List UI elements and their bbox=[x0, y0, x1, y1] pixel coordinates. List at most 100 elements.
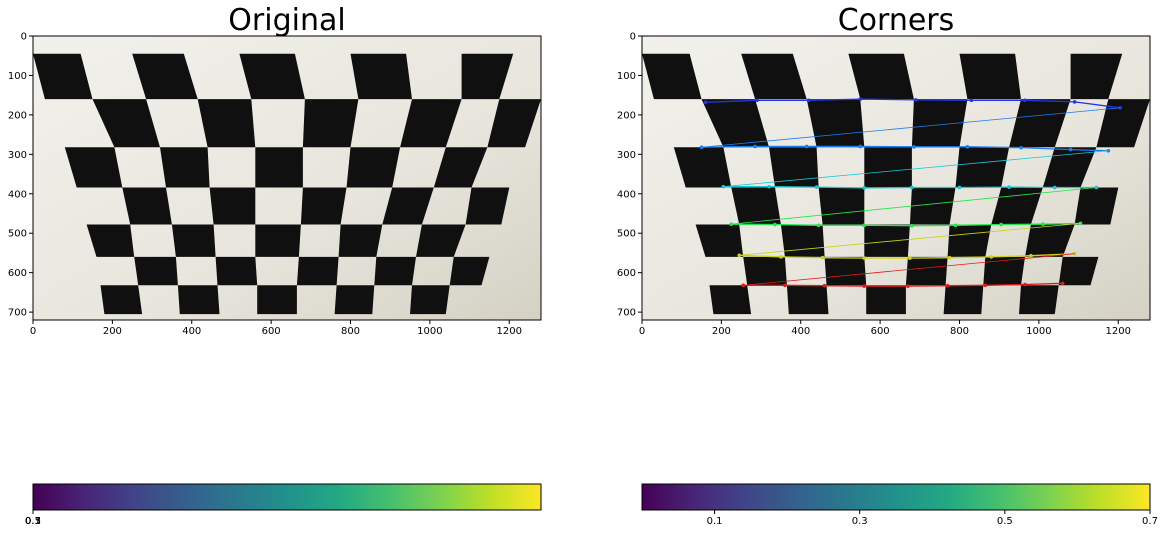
checker-square bbox=[864, 147, 912, 188]
checker-square bbox=[134, 256, 178, 286]
corner-point bbox=[914, 98, 918, 102]
y-tick-label: 200 bbox=[617, 110, 636, 121]
left-panel-title: Original bbox=[228, 3, 345, 38]
corner-point bbox=[912, 145, 916, 149]
right-y-axis: 0 100 200 300 400 500 600 700 bbox=[617, 32, 642, 319]
checker-square bbox=[257, 285, 297, 315]
corner-point bbox=[858, 97, 863, 101]
corner-point bbox=[908, 256, 912, 260]
y-tick-label: 400 bbox=[617, 189, 636, 200]
checker-square bbox=[769, 147, 819, 188]
left-colorbar-gradient bbox=[32, 483, 542, 511]
right-colorbar: 0.1 0.3 0.5 0.7 bbox=[641, 483, 1158, 527]
corner-point bbox=[1023, 282, 1027, 287]
y-tick-label: 600 bbox=[8, 268, 27, 279]
y-tick-label: 100 bbox=[617, 71, 636, 82]
left-y-axis: 0 100 200 300 400 500 600 700 bbox=[8, 32, 33, 319]
left-colorbar-ticks: 0.10.30.50.7 bbox=[25, 510, 41, 527]
corner-point bbox=[820, 255, 825, 260]
x-tick-label: 200 bbox=[712, 326, 731, 337]
corner-point bbox=[1068, 147, 1073, 152]
checker-square bbox=[911, 99, 968, 148]
checker-square bbox=[215, 256, 258, 286]
checker-square bbox=[374, 256, 416, 286]
corner-point bbox=[703, 100, 708, 105]
checker-square bbox=[905, 256, 948, 286]
checker-square bbox=[465, 187, 510, 225]
x-tick-label: 800 bbox=[341, 326, 360, 337]
corner-point bbox=[910, 185, 914, 190]
y-tick-label: 200 bbox=[8, 110, 27, 121]
corner-point bbox=[767, 184, 771, 189]
checker-square bbox=[709, 285, 752, 315]
checker-square bbox=[302, 99, 359, 148]
corner-row-connector bbox=[739, 222, 1081, 256]
right-checkerboard bbox=[642, 53, 1150, 315]
checker-square bbox=[33, 53, 93, 100]
corner-point bbox=[816, 223, 821, 228]
checker-square bbox=[786, 285, 829, 315]
corner-point bbox=[822, 283, 827, 288]
checker-square bbox=[642, 53, 702, 100]
corner-point bbox=[1060, 281, 1065, 286]
checker-square bbox=[346, 147, 401, 188]
checker-square bbox=[100, 285, 143, 315]
corner-point bbox=[947, 255, 952, 260]
colorbar-tick-label: 0.7 bbox=[1142, 516, 1158, 527]
checker-square bbox=[741, 53, 807, 100]
x-tick-label: 0 bbox=[30, 326, 36, 337]
colorbar-tick-label: 0.1 bbox=[707, 516, 723, 527]
colorbar-tick-label: 0.1 bbox=[25, 516, 41, 527]
x-tick-label: 1200 bbox=[1106, 326, 1131, 337]
corner-point bbox=[862, 186, 867, 190]
colorbar-tick-label: 0.3 bbox=[852, 516, 868, 527]
corner-point bbox=[804, 144, 809, 149]
corner-point bbox=[858, 144, 863, 149]
right-x-axis: 0 200 400 600 800 1000 1200 bbox=[639, 320, 1131, 337]
corner-point bbox=[983, 283, 988, 288]
checker-square bbox=[909, 187, 956, 225]
checker-square bbox=[416, 224, 466, 257]
y-tick-label: 700 bbox=[8, 308, 27, 319]
checker-square bbox=[132, 53, 198, 100]
corner-point bbox=[862, 223, 867, 228]
y-tick-label: 700 bbox=[617, 308, 636, 319]
checker-square bbox=[461, 53, 514, 100]
corner-row-connector bbox=[731, 187, 1097, 225]
right-axes-frame bbox=[641, 35, 1151, 321]
y-tick-label: 300 bbox=[617, 150, 636, 161]
checker-square bbox=[433, 147, 488, 188]
y-tick-label: 600 bbox=[617, 268, 636, 279]
checker-square bbox=[1058, 256, 1099, 286]
corner-point bbox=[737, 253, 742, 258]
checker-square bbox=[1074, 187, 1119, 225]
corner-point bbox=[1052, 185, 1057, 190]
checker-square bbox=[92, 99, 160, 148]
checker-square bbox=[731, 187, 781, 225]
y-tick-label: 300 bbox=[8, 150, 27, 161]
corner-point bbox=[1118, 105, 1123, 110]
y-tick-label: 100 bbox=[8, 71, 27, 82]
left-checkerboard bbox=[33, 53, 541, 315]
corner-point bbox=[1029, 253, 1033, 258]
corner-point bbox=[999, 222, 1003, 227]
corner-point bbox=[721, 184, 726, 189]
colorbar-tick-label: 0.5 bbox=[997, 516, 1013, 527]
checker-square bbox=[197, 99, 256, 148]
checker-square bbox=[818, 187, 865, 225]
corner-point bbox=[755, 98, 759, 103]
right-panel-title: Corners bbox=[838, 3, 955, 38]
checker-square bbox=[695, 224, 744, 257]
corner-point bbox=[862, 256, 867, 260]
checker-square bbox=[983, 256, 1025, 286]
x-tick-label: 200 bbox=[103, 326, 122, 337]
corner-point bbox=[957, 185, 962, 190]
checker-square bbox=[338, 224, 383, 257]
checker-square bbox=[806, 99, 865, 148]
left-axes-frame bbox=[32, 35, 542, 321]
checker-square bbox=[400, 99, 462, 148]
checker-square bbox=[410, 285, 450, 315]
checker-square bbox=[296, 256, 339, 286]
checker-square bbox=[86, 224, 135, 257]
x-tick-label: 800 bbox=[950, 326, 969, 337]
